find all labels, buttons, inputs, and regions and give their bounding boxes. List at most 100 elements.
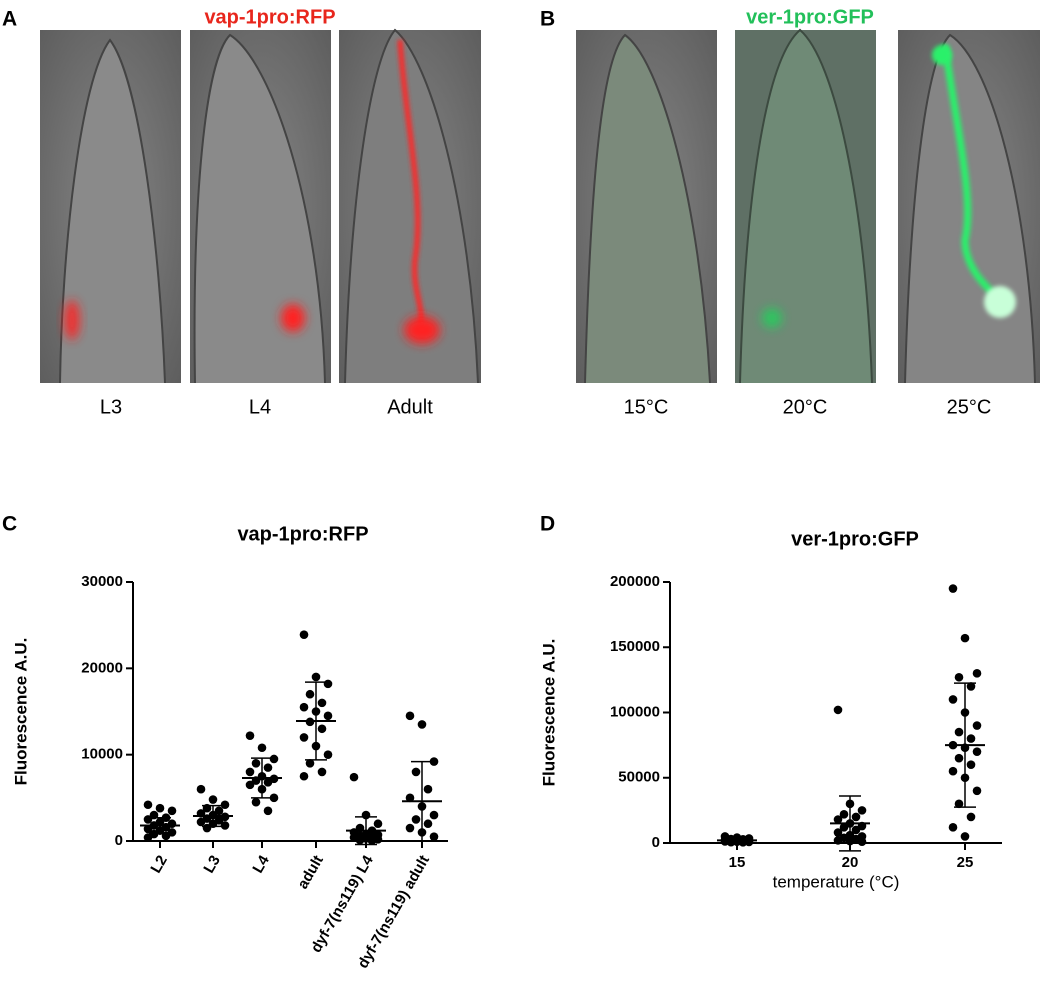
data-point xyxy=(143,833,153,842)
data-point xyxy=(972,669,982,678)
y-tick-label: 50000 xyxy=(618,769,660,786)
data-point xyxy=(948,823,958,832)
data-point xyxy=(269,793,279,803)
x-tick-label: 15 xyxy=(729,854,746,871)
data-point xyxy=(839,823,849,832)
data-point xyxy=(972,721,982,730)
panel-letter: C xyxy=(2,513,17,536)
y-tick-label: 30000 xyxy=(81,573,123,590)
y-tick-label: 0 xyxy=(652,834,660,851)
image-label: L3 xyxy=(100,396,122,418)
data-point xyxy=(954,753,964,763)
data-point xyxy=(429,757,439,766)
data-point xyxy=(429,832,439,841)
data-point xyxy=(429,810,439,820)
x-tick-label: adult xyxy=(294,852,327,892)
data-point xyxy=(299,630,309,639)
data-point xyxy=(405,823,415,833)
data-point xyxy=(417,720,427,729)
panel-letter: D xyxy=(540,513,555,536)
image-label: L4 xyxy=(249,396,271,418)
data-point xyxy=(263,763,273,772)
data-point xyxy=(405,711,415,721)
data-point xyxy=(220,800,230,810)
chart-title: ver-1pro:GFP xyxy=(791,528,919,550)
y-tick-label: 10000 xyxy=(81,746,123,763)
data-point xyxy=(299,771,309,781)
data-point xyxy=(263,806,273,816)
data-point xyxy=(317,724,327,734)
data-point xyxy=(299,702,309,712)
data-point xyxy=(954,799,964,809)
micrograph xyxy=(190,30,331,384)
panel-letter: B xyxy=(540,8,555,31)
data-point xyxy=(167,806,177,816)
micrograph xyxy=(735,28,876,384)
data-point xyxy=(323,711,333,721)
data-point xyxy=(257,743,267,753)
data-point xyxy=(851,812,861,822)
micrograph xyxy=(576,30,717,384)
data-point xyxy=(317,767,327,777)
data-point xyxy=(960,832,970,841)
data-point xyxy=(411,815,421,824)
image-label: 15°C xyxy=(624,396,669,418)
x-tick-label: 20 xyxy=(842,854,859,871)
data-point xyxy=(423,784,433,794)
x-tick-label: L4 xyxy=(249,852,273,876)
data-point xyxy=(305,759,315,768)
data-point xyxy=(948,584,958,593)
data-point xyxy=(305,689,315,699)
data-point xyxy=(857,806,867,815)
image-label: Adult xyxy=(387,396,433,418)
y-tick-label: 200000 xyxy=(610,573,660,590)
data-point xyxy=(966,734,976,743)
data-point xyxy=(155,803,165,813)
micrograph xyxy=(40,30,181,384)
image-label: 20°C xyxy=(783,396,828,418)
data-point xyxy=(972,786,982,796)
data-point xyxy=(833,705,843,715)
data-point xyxy=(323,750,333,759)
data-point xyxy=(972,747,982,756)
data-point xyxy=(251,797,261,807)
data-point xyxy=(948,695,958,704)
data-point xyxy=(367,836,377,845)
data-point xyxy=(269,754,279,764)
data-point xyxy=(196,817,206,827)
data-point xyxy=(263,777,273,787)
data-point xyxy=(355,835,365,845)
panel-title: vap-1pro:RFP xyxy=(204,6,335,28)
y-tick-label: 0 xyxy=(115,832,123,849)
data-point xyxy=(948,766,958,776)
data-point xyxy=(954,672,964,682)
x-tick-label: 25 xyxy=(957,854,974,871)
data-point xyxy=(245,731,255,740)
data-point xyxy=(208,795,218,804)
data-point xyxy=(143,824,153,834)
y-tick-label: 20000 xyxy=(81,659,123,676)
data-point xyxy=(411,767,421,777)
data-point xyxy=(202,823,212,833)
y-tick-label: 100000 xyxy=(610,703,660,720)
data-point xyxy=(960,633,970,643)
data-point xyxy=(317,698,327,708)
data-point xyxy=(833,815,843,824)
panel-title: ver-1pro:GFP xyxy=(746,6,874,28)
data-point xyxy=(143,800,153,810)
data-point xyxy=(214,806,224,816)
y-axis-label: Fluorescence A.U. xyxy=(11,638,30,786)
data-point xyxy=(220,821,230,830)
data-point xyxy=(833,836,843,845)
data-point xyxy=(373,819,383,829)
x-tick-label: L3 xyxy=(200,852,223,876)
data-point xyxy=(251,759,261,768)
data-point xyxy=(954,727,964,737)
x-axis-label: temperature (°C) xyxy=(773,872,900,891)
data-point xyxy=(839,809,849,819)
data-point xyxy=(405,793,415,803)
data-point xyxy=(966,812,976,822)
y-tick-label: 150000 xyxy=(610,638,660,655)
chart-title: vap-1pro:RFP xyxy=(237,523,368,545)
